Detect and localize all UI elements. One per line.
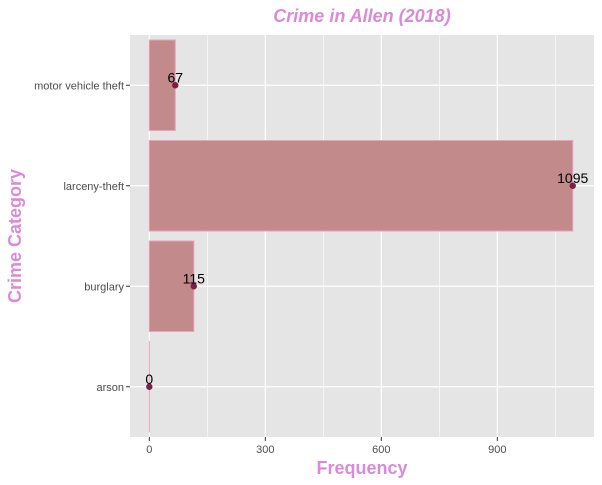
point-motor-vehicle-theft [172,82,179,89]
point-larceny-theft [569,182,576,189]
point-arson [146,383,153,390]
y-axis-ticks: arson burglary larceny-theft motor vehicle … [34,80,130,394]
data-label: 0 [145,371,153,387]
chart-title: Crime in Allen (2018) [273,6,450,26]
point-burglary [190,283,197,290]
data-label: 1095 [557,170,588,186]
x-tick-label: 300 [256,444,274,456]
bars [146,39,576,433]
data-label: 115 [183,270,206,286]
x-axis-ticks: 0 300 600 900 [146,437,507,456]
data-labels: 0 115 1095 67 [145,69,588,387]
y-tick-label: arson [96,382,124,394]
y-axis-title: Crime Category [5,169,25,303]
y-tick-label: larceny-theft [63,181,124,193]
y-tick-label: motor vehicle theft [34,80,124,92]
bar-burglary [148,240,195,332]
x-axis-title: Frequency [316,458,407,478]
plot-panel [130,35,594,437]
bar-larceny-theft [148,140,574,232]
x-tick-label: 900 [488,444,506,456]
x-tick-label: 600 [372,444,390,456]
bar-motor-vehicle-theft [148,39,176,131]
x-tick-label: 0 [146,444,152,456]
data-label: 67 [167,69,183,85]
y-tick-label: burglary [84,281,124,293]
